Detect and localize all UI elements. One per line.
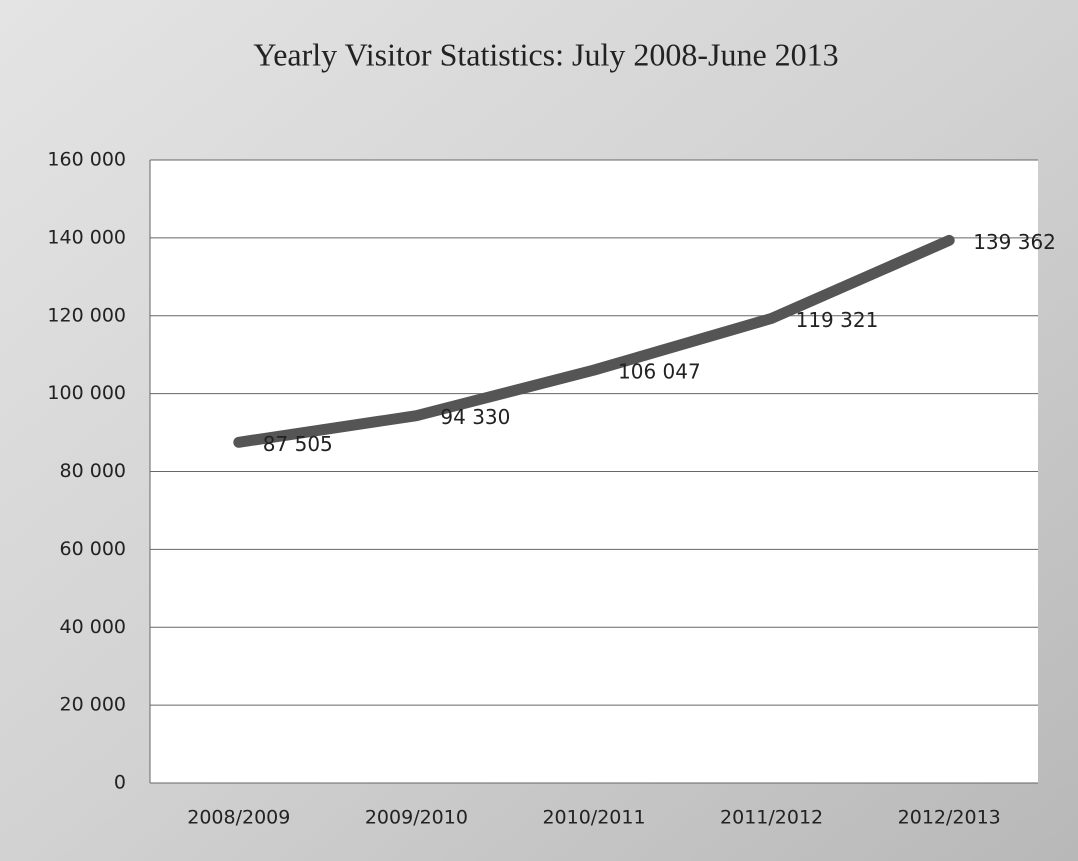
y-tick-label: 100 000 [47, 382, 126, 404]
data-label: 106 047 [618, 360, 701, 384]
data-label: 87 505 [263, 432, 333, 456]
x-tick-label: 2010/2011 [542, 807, 645, 829]
data-label: 94 330 [440, 405, 510, 429]
x-tick-label: 2012/2013 [898, 807, 1001, 829]
y-tick-label: 80 000 [60, 460, 126, 482]
y-tick-label: 120 000 [47, 304, 126, 326]
y-tick-label: 20 000 [60, 694, 126, 716]
y-tick-label: 160 000 [47, 149, 126, 171]
data-label: 139 362 [973, 230, 1056, 254]
x-tick-label: 2008/2009 [187, 807, 290, 829]
chart-title: Yearly Visitor Statistics: July 2008-Jun… [253, 36, 838, 72]
y-tick-label: 140 000 [47, 226, 126, 248]
x-tick-label: 2011/2012 [720, 807, 823, 829]
line [233, 234, 955, 448]
y-tick-label: 40 000 [60, 616, 126, 638]
x-tick-label: 2009/2010 [365, 807, 468, 829]
y-tick-label: 60 000 [60, 538, 126, 560]
data-label: 119 321 [796, 308, 879, 332]
y-tick-label: 0 [114, 772, 126, 794]
